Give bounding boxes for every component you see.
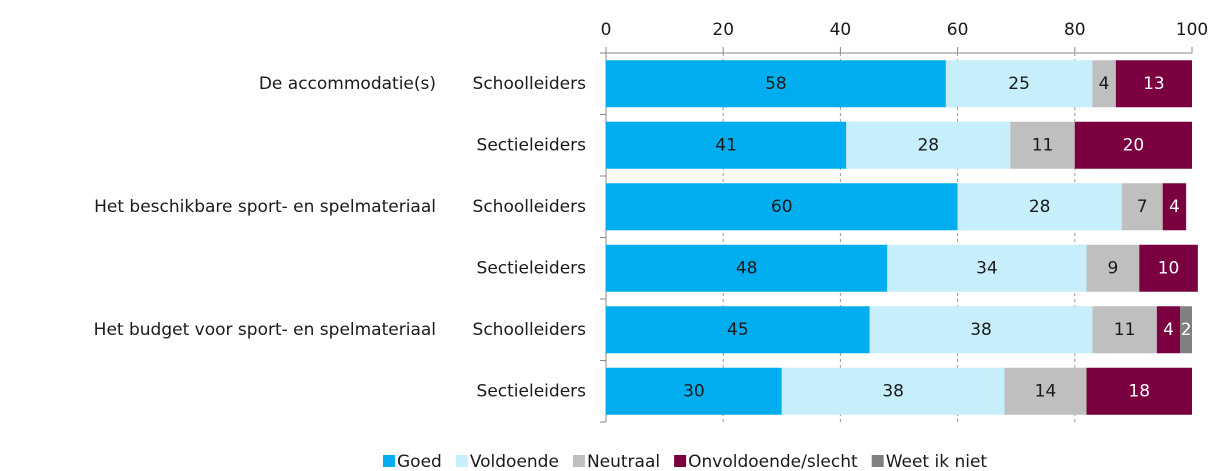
legend-label: Weet ik niet [886,452,988,471]
data-label: 34 [976,258,998,278]
y-tick-label: Schoolleiders [473,74,587,94]
bar-segment [846,121,1011,169]
legend-swatch [455,455,468,467]
data-label: 30 [683,381,705,401]
data-label: 38 [882,381,904,401]
group-label: De accommodatie(s) [259,74,436,94]
x-tick-label: 100 [1176,20,1208,40]
group-label: Het budget voor sport- en spelmateriaal [94,320,436,340]
data-label: 41 [715,135,737,155]
data-label: 10 [1158,258,1180,278]
data-label: 28 [917,135,939,155]
legend-label: Onvoldoende/slecht [688,452,858,471]
data-label: 9 [1107,258,1118,278]
x-tick-label: 80 [1064,20,1086,40]
y-tick-label: Sectieleiders [477,135,587,155]
bar-segment [1115,60,1192,108]
data-label: 58 [765,74,787,94]
data-label: 38 [970,320,992,340]
bar-segment [869,306,1093,354]
legend-label: Goed [397,452,442,471]
data-label: 13 [1143,74,1165,94]
data-label: 4 [1169,197,1180,217]
data-label: 4 [1099,74,1110,94]
bar-segment [1010,121,1075,169]
legend-swatch [383,455,395,467]
bar-segment [1180,306,1192,354]
bar-segment [1086,244,1140,292]
legend-swatch [572,455,585,467]
data-label: 14 [1035,381,1057,401]
data-label: 60 [771,197,793,217]
data-label: 11 [1032,135,1054,155]
data-label: 4 [1163,320,1174,340]
data-label: 45 [727,320,749,340]
legend-label: Voldoende [470,452,559,471]
bar-segment [606,244,888,292]
legend-swatch [871,455,884,467]
bar-segment [1121,183,1163,231]
legend-swatch [674,455,687,467]
x-tick-label: 60 [947,20,969,40]
bar-segment [945,60,1093,108]
bar-segment [1156,306,1181,354]
bar-segment [606,60,946,108]
data-label: 48 [736,258,758,278]
legend-label: Neutraal [587,452,660,471]
y-tick-label: Schoolleiders [473,197,587,217]
y-tick-label: Sectieleiders [477,381,587,401]
data-label: 28 [1029,197,1051,217]
y-tick-label: Schoolleiders [473,320,587,340]
bar-segment [1004,367,1087,415]
bar-segment [606,306,870,354]
bar-segment [1162,183,1187,231]
group-label: Het beschikbare sport- en spelmateriaal [94,197,436,217]
bar-segment [957,183,1122,231]
bar-segment [1139,244,1198,292]
y-tick-label: Sectieleiders [477,258,587,278]
data-label: 20 [1123,135,1145,155]
data-label: 11 [1114,320,1136,340]
x-tick-label: 20 [712,20,734,40]
bar-segment [1092,306,1157,354]
bar-segment [781,367,1005,415]
bar-segment [887,244,1087,292]
bar-segment [606,183,958,231]
data-label: 2 [1181,320,1192,340]
bar-segment [1074,121,1192,169]
bar-segment [606,121,847,169]
bar-segment [606,367,782,415]
data-label: 25 [1008,74,1030,94]
x-tick-label: 40 [830,20,852,40]
bar-segment [1092,60,1116,108]
x-tick-label: 0 [601,20,612,40]
data-label: 18 [1128,381,1150,401]
bar-segment [1086,367,1192,415]
data-label: 7 [1137,197,1148,217]
